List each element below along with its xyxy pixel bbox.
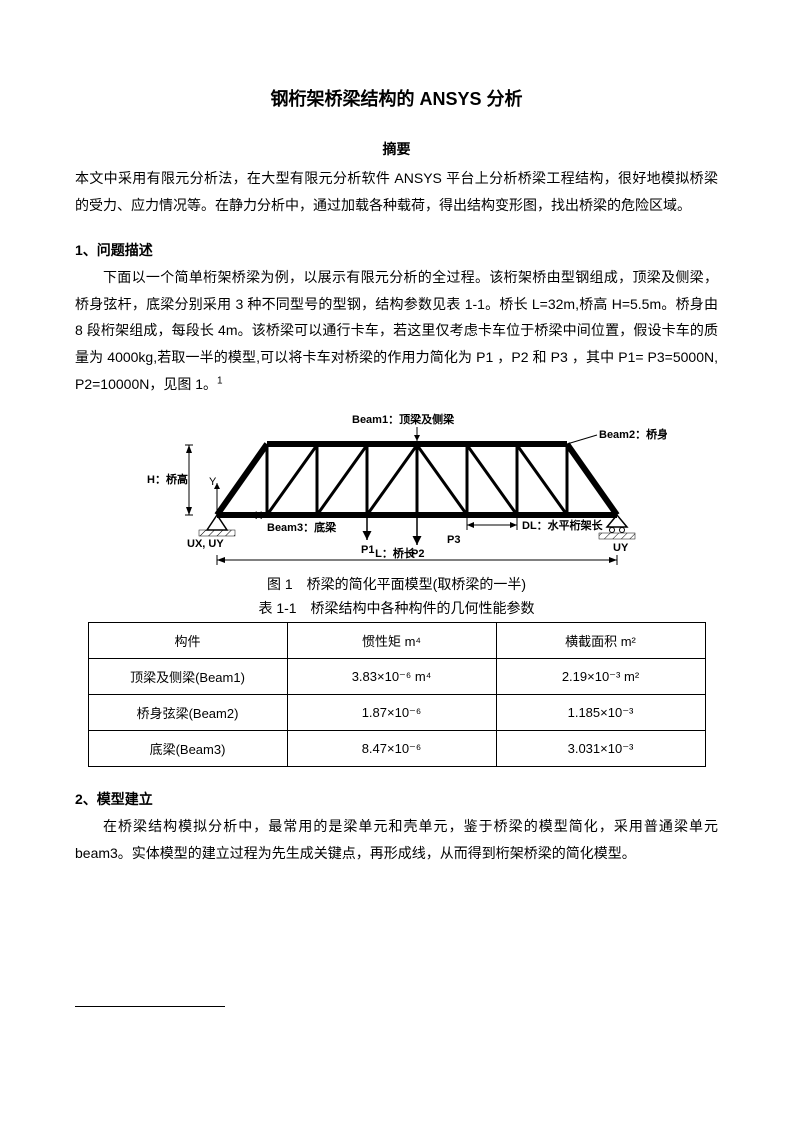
table-parameters: 构件 惯性矩 m⁴ 横截面积 m² 顶梁及侧梁(Beam1) 3.83×10⁻⁶… [88, 622, 706, 767]
table-cell: 1.185×10⁻³ [496, 695, 705, 731]
label-uy: UY [613, 542, 629, 554]
abstract-body: 本文中采用有限元分析法，在大型有限元分析软件 ANSYS 平台上分析桥梁工程结构… [75, 165, 718, 218]
label-beam1: Beam1：顶梁及侧梁 [352, 412, 455, 426]
label-p1: P1 [361, 544, 374, 556]
label-p3: P3 [447, 534, 460, 546]
table-cell: 1.87×10⁻⁶ [287, 695, 496, 731]
table-cell: 顶梁及侧梁(Beam1) [88, 659, 287, 695]
table-row: 顶梁及侧梁(Beam1) 3.83×10⁻⁶ m⁴ 2.19×10⁻³ m² [88, 659, 705, 695]
abstract-heading: 摘要 [75, 139, 718, 159]
table-cell: 2.19×10⁻³ m² [496, 659, 705, 695]
table-header: 惯性矩 m⁴ [287, 623, 496, 659]
table-cell: 3.83×10⁻⁶ m⁴ [287, 659, 496, 695]
section-1-body: 下面以一个简单桁架桥梁为例，以展示有限元分析的全过程。该桁架桥由型钢组成，顶梁及… [75, 264, 718, 397]
label-beam3: Beam3：底梁 [267, 520, 337, 534]
figure-1: X Y H：桥高 L：桥长 DL：水平桁架长 [75, 405, 718, 767]
axis-y-label: Y [209, 476, 217, 488]
axis-x-label: X [255, 510, 263, 522]
table-header: 横截面积 m² [496, 623, 705, 659]
label-beam2: Beam2：桥身弦杆 [599, 427, 667, 441]
figure-1-caption: 图 1 桥梁的简化平面模型(取桥梁的一半) [75, 574, 718, 594]
document-page: 钢桁架桥梁结构的 ANSYS 分析 摘要 本文中采用有限元分析法，在大型有限元分… [0, 0, 793, 1122]
table-row: 底梁(Beam3) 8.47×10⁻⁶ 3.031×10⁻³ [88, 731, 705, 767]
label-dl: DL：水平桁架长 [522, 518, 604, 532]
table-row: 桥身弦梁(Beam2) 1.87×10⁻⁶ 1.185×10⁻³ [88, 695, 705, 731]
table-cell: 8.47×10⁻⁶ [287, 731, 496, 767]
table-cell: 底梁(Beam3) [88, 731, 287, 767]
label-ux-uy: UX, UY [187, 538, 224, 550]
section-1-text: 下面以一个简单桁架桥梁为例，以展示有限元分析的全过程。该桁架桥由型钢组成，顶梁及… [75, 269, 718, 391]
section-2-heading: 2、模型建立 [75, 789, 718, 809]
label-p2: P2 [411, 548, 424, 560]
table-cell: 桥身弦梁(Beam2) [88, 695, 287, 731]
footnote-separator [75, 1006, 225, 1007]
bridge-diagram-svg: X Y H：桥高 L：桥长 DL：水平桁架长 [127, 405, 667, 570]
table-row: 构件 惯性矩 m⁴ 横截面积 m² [88, 623, 705, 659]
page-title: 钢桁架桥梁结构的 ANSYS 分析 [75, 85, 718, 111]
table-header: 构件 [88, 623, 287, 659]
footnote-ref: 1 [217, 375, 223, 386]
table-1-caption: 表 1-1 桥梁结构中各种构件的几何性能参数 [75, 598, 718, 618]
label-h: H：桥高 [147, 472, 188, 486]
section-2-body: 在桥梁结构模拟分析中，最常用的是梁单元和壳单元，鉴于桥梁的模型简化，采用普通梁单… [75, 813, 718, 866]
table-cell: 3.031×10⁻³ [496, 731, 705, 767]
label-l: L：桥长 [375, 546, 416, 560]
section-1-heading: 1、问题描述 [75, 240, 718, 260]
